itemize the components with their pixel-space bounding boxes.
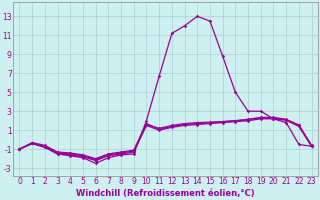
X-axis label: Windchill (Refroidissement éolien,°C): Windchill (Refroidissement éolien,°C): [76, 189, 255, 198]
